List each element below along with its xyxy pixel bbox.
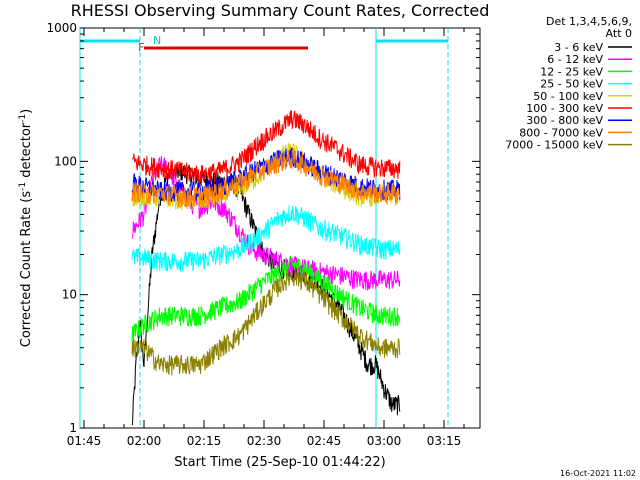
y-tick-label: 10 xyxy=(62,288,77,302)
legend-entry-label: 7000 - 15000 keV xyxy=(505,139,603,152)
legend-entry-label: 6 - 12 keV xyxy=(547,53,603,66)
axis-ticks: 1 10 100 1000 01:45 02:00 02:15 02:30 02:45 03:00… xyxy=(46,21,480,448)
legend-entry-label: 100 - 300 keV xyxy=(526,102,603,115)
legend-entry-label: 12 - 25 keV xyxy=(540,65,603,78)
series-line xyxy=(131,205,401,272)
legend-entry-label: 300 - 800 keV xyxy=(526,114,603,127)
y-axis-label-mid: detector xyxy=(19,122,34,182)
y-axis-label-end: ) xyxy=(19,109,34,114)
y-axis-label-main: Corrected Count Rate (s xyxy=(19,191,34,348)
y-axis-label: Corrected Count Rate (s-1 detector-1) xyxy=(18,109,34,347)
x-tick-label: 02:00 xyxy=(127,434,162,448)
legend-entry-label: 50 - 100 keV xyxy=(533,90,603,103)
series-line xyxy=(131,110,401,185)
legend-entry-label: 25 - 50 keV xyxy=(540,78,603,91)
y-axis-label-sup1: -1 xyxy=(18,182,28,191)
legend-header-line-2: Att 0 xyxy=(606,27,632,40)
legend-header-line-1: Det 1,3,4,5,6,9, xyxy=(546,15,632,28)
x-tick-label: 03:15 xyxy=(427,434,462,448)
x-tick-label: 03:00 xyxy=(367,434,402,448)
orbit-annotations: F N xyxy=(79,28,449,428)
y-tick-label: 1000 xyxy=(46,21,77,35)
x-tick-label: 02:30 xyxy=(247,434,282,448)
legend-entry-label: 3 - 6 keV xyxy=(554,41,603,54)
night-label: N xyxy=(153,34,161,47)
series-line xyxy=(131,255,401,343)
x-tick-label: 02:45 xyxy=(307,434,342,448)
x-axis-label: Start Time (25-Sep-10 01:44:22) xyxy=(174,455,385,470)
flare-label: F xyxy=(138,41,144,54)
series-line xyxy=(131,147,401,203)
y-tick-label: 1 xyxy=(69,421,77,435)
y-axis-label-sup2: -1 xyxy=(18,114,28,123)
x-tick-label: 02:15 xyxy=(187,434,222,448)
chart-title: RHESSI Observing Summary Count Rates, Co… xyxy=(71,1,490,20)
y-tick-label: 100 xyxy=(54,154,77,168)
x-tick-label: 01:45 xyxy=(67,434,102,448)
series-line xyxy=(131,267,401,376)
series-line xyxy=(131,148,401,208)
series-group xyxy=(131,110,401,426)
date-stamp: 16-Oct-2021 11:02 xyxy=(560,469,636,478)
legend-entry-label: 800 - 7000 keV xyxy=(519,126,603,139)
